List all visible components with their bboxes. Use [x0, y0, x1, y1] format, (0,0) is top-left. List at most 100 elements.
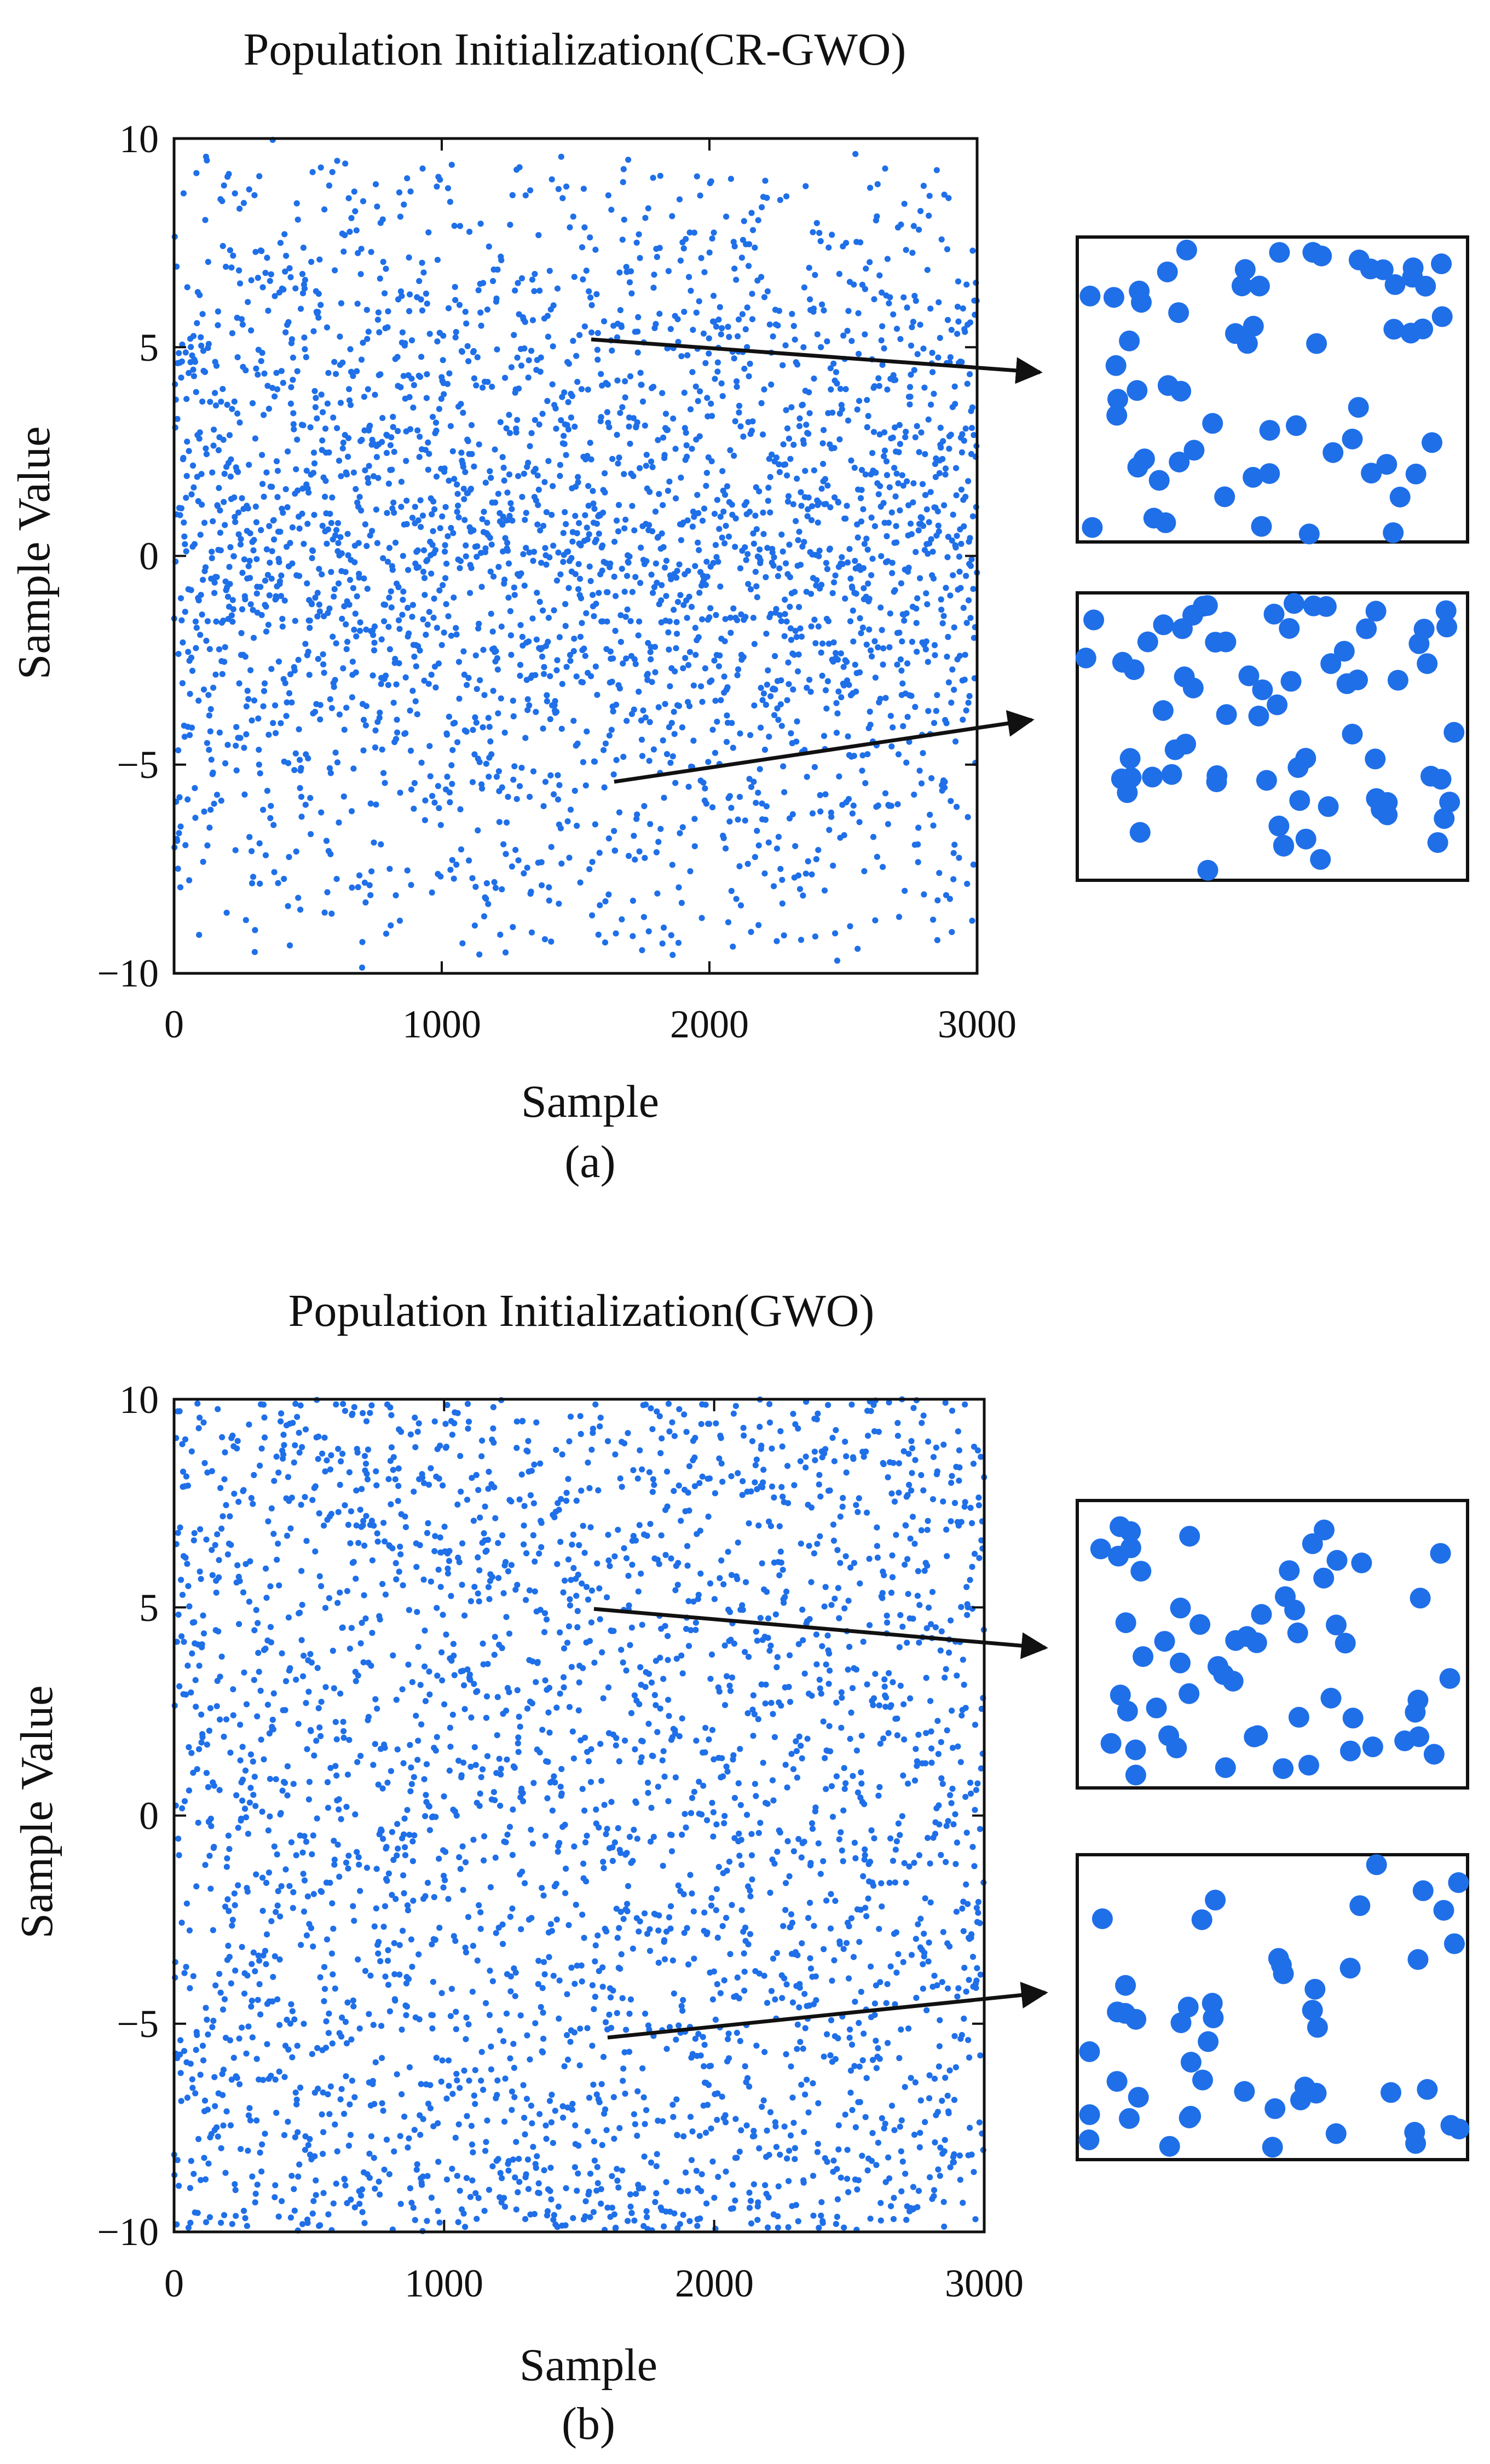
scatter-point [420, 568, 427, 575]
scatter-point [555, 549, 562, 556]
scatter-point [651, 644, 659, 650]
scatter-point [251, 1472, 257, 1479]
scatter-point [355, 1854, 362, 1861]
scatter-point [244, 1972, 251, 1979]
scatter-point [555, 1848, 561, 1855]
scatter-point [386, 2008, 394, 2015]
scatter-point [235, 509, 242, 516]
scatter-point [359, 436, 365, 443]
scatter-point [535, 232, 542, 239]
scatter-point [285, 448, 291, 455]
scatter-point [406, 630, 412, 637]
scatter-point [949, 537, 955, 544]
scatter-point [293, 2096, 300, 2103]
scatter-point [578, 386, 585, 393]
scatter-point [887, 610, 893, 617]
scatter-point [646, 1926, 653, 1932]
scatter-point [499, 1644, 505, 1652]
scatter-point [709, 235, 715, 242]
scatter-point [459, 940, 466, 947]
scatter-point [744, 861, 751, 867]
scatter-point [763, 803, 770, 810]
scatter-point [309, 1497, 316, 1503]
scatter-point [418, 1721, 425, 1728]
scatter-point [436, 1475, 442, 1482]
scatter-point [374, 1530, 380, 1537]
scatter-point [206, 1853, 213, 1859]
scatter-point [198, 1711, 205, 1718]
scatter-point [941, 502, 948, 509]
scatter-point [569, 538, 576, 545]
scatter-point [216, 1787, 223, 1793]
scatter-point [411, 1832, 418, 1839]
scatter-point [543, 561, 550, 568]
scatter-point [554, 285, 561, 292]
scatter-point [726, 818, 733, 825]
scatter-point [568, 1964, 575, 1971]
scatter-point [321, 670, 327, 676]
scatter-point [804, 774, 810, 780]
scatter-point [808, 871, 815, 878]
scatter-point [592, 246, 599, 253]
scatter-point [457, 2085, 463, 2091]
scatter-point [315, 1433, 322, 1440]
scatter-point [489, 2163, 496, 2169]
scatter-point [448, 1986, 455, 1992]
scatter-point [469, 779, 476, 786]
scatter-point [453, 2070, 460, 2077]
inset-point [1333, 640, 1355, 662]
scatter-point [494, 655, 501, 661]
scatter-point [174, 838, 181, 844]
scatter-point [564, 818, 571, 824]
scatter-point [454, 509, 460, 515]
scatter-point [418, 2081, 424, 2087]
scatter-point [568, 555, 575, 561]
scatter-point [446, 370, 453, 377]
scatter-point [611, 2211, 617, 2218]
scatter-point [857, 239, 864, 246]
scatter-point [776, 308, 782, 314]
scatter-point [467, 1763, 474, 1770]
scatter-point [881, 447, 888, 454]
scatter-point [756, 546, 763, 553]
scatter-point [700, 780, 707, 786]
scatter-point [390, 499, 397, 506]
scatter-point [494, 2092, 500, 2098]
scatter-point [616, 685, 623, 692]
scatter-point [261, 1434, 268, 1441]
scatter-point [405, 2144, 411, 2151]
scatter-point [214, 1531, 221, 1538]
scatter-point [178, 1577, 184, 1583]
scatter-point [373, 454, 380, 460]
scatter-point [944, 246, 951, 252]
scatter-point [573, 1592, 580, 1599]
scatter-point [386, 865, 393, 872]
scatter-point [798, 633, 805, 640]
scatter-point [367, 1972, 374, 1979]
scatter-point [536, 598, 543, 605]
scatter-point [425, 680, 432, 687]
scatter-point [872, 917, 879, 924]
scatter-point [825, 244, 832, 251]
scatter-point [307, 2136, 313, 2142]
scatter-point [255, 371, 261, 378]
scatter-point [325, 370, 332, 376]
scatter-point [461, 1706, 468, 1712]
scatter-point [178, 2098, 184, 2104]
scatter-point [301, 1833, 308, 1839]
scatter-point [818, 581, 825, 588]
scatter-point [517, 1723, 523, 1730]
scatter-point [903, 247, 909, 253]
scatter-point [660, 1748, 667, 1755]
scatter-point [779, 900, 786, 907]
scatter-point [278, 572, 285, 579]
scatter-point [396, 660, 402, 667]
scatter-point [412, 698, 419, 705]
scatter-point [779, 362, 786, 368]
scatter-point [592, 821, 598, 828]
scatter-point [847, 923, 853, 930]
scatter-point [353, 633, 360, 640]
scatter-point [716, 526, 723, 532]
scatter-point [505, 1568, 512, 1574]
scatter-point [596, 850, 603, 856]
